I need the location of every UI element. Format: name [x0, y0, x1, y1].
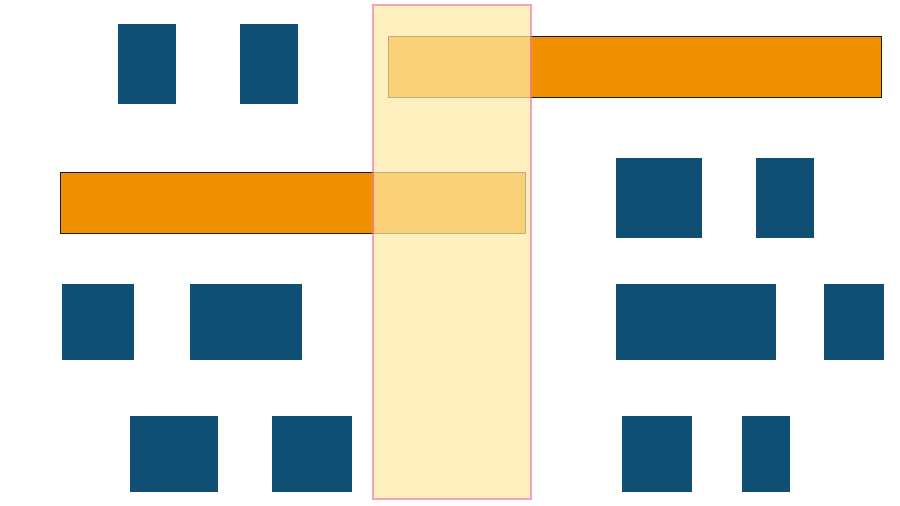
blue-r3-b [190, 284, 302, 360]
blue-r4-c [622, 416, 692, 492]
blue-r2-a [616, 158, 702, 238]
blue-r3-a [62, 284, 134, 360]
blue-r1-b [240, 24, 298, 104]
blue-r4-d [742, 416, 790, 492]
blue-r4-b [272, 416, 352, 492]
highlight-column [372, 4, 532, 500]
blue-r4-a [130, 416, 218, 492]
diagram-canvas [0, 0, 900, 506]
blue-r3-c [616, 284, 776, 360]
blue-r3-d [824, 284, 884, 360]
blue-r1-a [118, 24, 176, 104]
blue-r2-b [756, 158, 814, 238]
